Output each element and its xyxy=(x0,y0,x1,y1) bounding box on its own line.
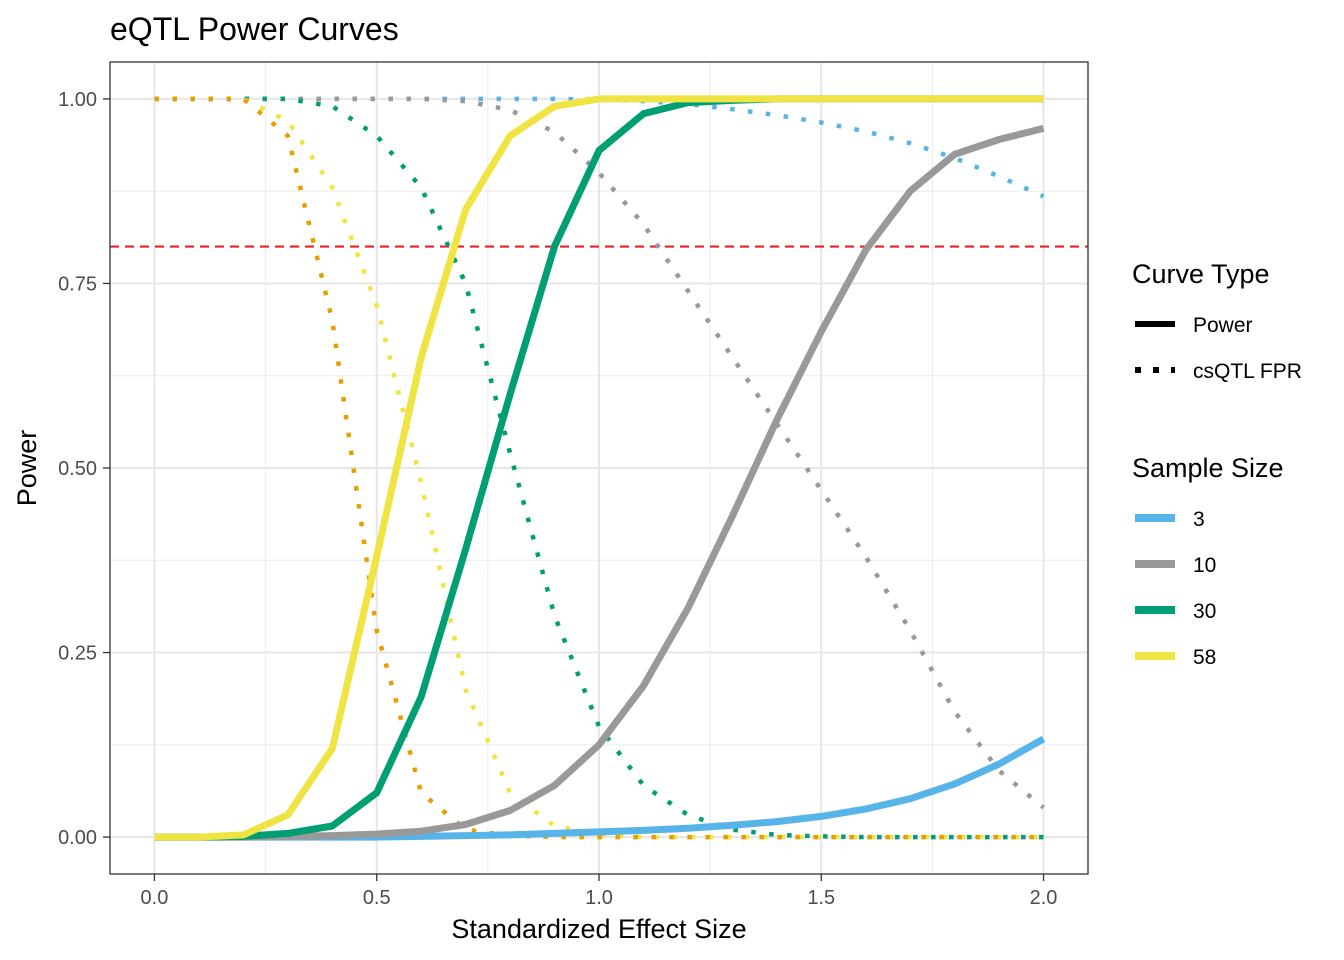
y-tick-label: 0.25 xyxy=(58,643,97,665)
sample-size-legend-items: 3 10 30 58 xyxy=(1135,508,1216,669)
legend-label-size-10: 10 xyxy=(1193,554,1216,577)
x-axis-ticks: 0.0 0.5 1.0 1.5 2.0 xyxy=(141,874,1058,909)
legend-label-size-3: 3 xyxy=(1193,508,1205,531)
x-axis-title: Standardized Effect Size xyxy=(451,914,746,944)
fpr-line-58 xyxy=(154,96,1044,840)
legend-label-power: Power xyxy=(1193,314,1253,337)
series-lines xyxy=(154,95,1046,841)
legend-title-sample-size: Sample Size xyxy=(1132,453,1284,483)
legend-title-curve-type: Curve Type xyxy=(1132,259,1270,289)
legend-label-size-30: 30 xyxy=(1193,600,1216,623)
y-tick-label: 0.00 xyxy=(58,827,97,849)
y-tick-label: 0.50 xyxy=(58,458,97,480)
fpr-line-orange xyxy=(154,96,1044,840)
y-tick-label: 1.00 xyxy=(58,89,97,111)
x-tick-label: 1.0 xyxy=(585,887,613,909)
fpr-line-10 xyxy=(154,96,1045,810)
x-tick-label: 0.0 xyxy=(141,887,169,909)
y-axis-ticks: 0.00 0.25 0.50 0.75 1.00 xyxy=(58,89,110,849)
x-tick-label: 0.5 xyxy=(363,887,391,909)
x-tick-label: 1.5 xyxy=(807,887,835,909)
chart-title: eQTL Power Curves xyxy=(110,11,399,47)
legend-label-csqtl-fpr: csQTL FPR xyxy=(1193,360,1302,383)
legend: Curve Type Power csQTL FPR Sample Size 3… xyxy=(1132,259,1302,669)
power-line-58 xyxy=(154,95,1044,841)
y-axis-title: Power xyxy=(12,430,42,507)
legend-label-size-58: 58 xyxy=(1193,646,1216,669)
y-tick-label: 0.75 xyxy=(58,273,97,295)
x-tick-label: 2.0 xyxy=(1030,887,1058,909)
power-line-10 xyxy=(154,125,1045,841)
fpr-line-30 xyxy=(154,96,1044,840)
